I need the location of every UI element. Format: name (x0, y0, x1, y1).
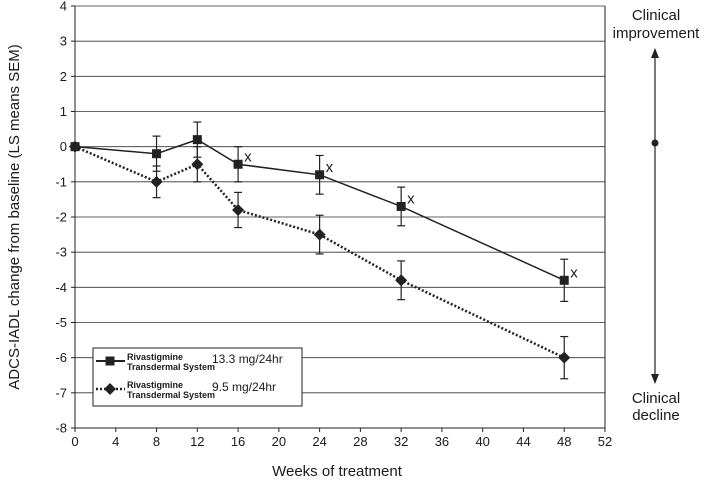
y-tick-labels: 4 3 2 1 0 -1 -2 -3 -4 -5 -6 -7 -8 (55, 0, 67, 436)
marker-diamond-s2-3 (232, 203, 245, 216)
x-tick-label-48: 48 (557, 434, 571, 449)
improvement-label-line1: Clinical (632, 7, 680, 24)
decline-label-line2: decline (632, 407, 680, 424)
x-tick-label-44: 44 (516, 434, 530, 449)
legend-series-1-dose: 13.3 mg/24hr (212, 352, 283, 366)
y-axis-title: ADCS-IADL change from baseline (LS means… (6, 44, 23, 389)
significance-mark-0: x (244, 148, 252, 165)
marker-square-s1-6 (559, 275, 569, 285)
marker-diamond-s2-5 (395, 274, 408, 287)
y-tick-label--4: -4 (55, 280, 67, 295)
marker-diamond-s2-2 (191, 158, 204, 171)
x-tick-labels: 0 4 8 12 16 20 24 28 32 36 40 44 48 52 (71, 434, 612, 449)
x-tick-label-4: 4 (112, 434, 119, 449)
legend-box (92, 347, 303, 407)
y-tick-label--6: -6 (55, 350, 67, 365)
y-tick-label-3: 3 (60, 34, 67, 49)
marker-diamond-s2-0 (69, 140, 81, 153)
significance-mark-3: x (570, 264, 578, 281)
marker-square-s1-5 (396, 201, 406, 211)
x-tick-label-36: 36 (435, 434, 449, 449)
marker-diamond-s2-4 (313, 228, 326, 241)
marker-diamond-s2-6 (558, 351, 571, 364)
y-tick-label--1: -1 (55, 174, 67, 189)
x-tick-label-16: 16 (231, 434, 245, 449)
arrow-center-dot (651, 139, 659, 147)
error-bars (152, 121, 569, 380)
clinical-direction-arrow: Clinical improvement Clinical decline (613, 7, 701, 424)
marker-diamond-s2-1 (150, 175, 163, 188)
y-tick-label-2: 2 (60, 69, 67, 84)
axes (71, 5, 606, 432)
x-tick-label-8: 8 (153, 434, 160, 449)
y-tick-label--5: -5 (55, 315, 67, 330)
y-tick-label-1: 1 (60, 104, 67, 119)
marker-square-s1-2 (192, 135, 202, 145)
x-tick-label-32: 32 (394, 434, 408, 449)
decline-label-line1: Clinical (632, 390, 680, 407)
legend-series-2-name-line2: Transdermal System (127, 390, 215, 400)
legend-marker-square (105, 356, 115, 366)
arrow-up-head-icon (651, 48, 659, 58)
y-tick-label--3: -3 (55, 245, 67, 260)
y-tick-label-4: 4 (60, 0, 67, 14)
legend-series-1-name-line1: Rivastigmine (127, 352, 183, 362)
y-tick-label--7: -7 (55, 385, 67, 400)
significance-annotations: x x x x (244, 148, 578, 281)
data-markers (69, 135, 571, 364)
x-tick-label-0: 0 (71, 434, 78, 449)
x-tick-label-24: 24 (312, 434, 326, 449)
x-tick-label-40: 40 (475, 434, 489, 449)
y-tick-label--2: -2 (55, 210, 67, 225)
marker-square-s1-1 (152, 149, 162, 159)
significance-mark-1: x (326, 159, 334, 176)
grid-lines (75, 5, 605, 394)
y-tick-label-0: 0 (60, 139, 67, 154)
x-tick-label-52: 52 (598, 434, 612, 449)
legend-series-2-name-line1: Rivastigmine (127, 380, 183, 390)
significance-mark-2: x (407, 190, 415, 207)
x-tick-label-12: 12 (190, 434, 204, 449)
legend-series-2-dose: 9.5 mg/24hr (212, 380, 276, 394)
arrow-down-head-icon (651, 374, 659, 384)
x-axis-title: Weeks of treatment (272, 463, 403, 480)
improvement-label-line2: improvement (613, 25, 701, 42)
y-tick-label--8: -8 (55, 421, 67, 436)
marker-square-s1-3 (233, 159, 243, 169)
marker-square-s1-4 (315, 170, 325, 180)
legend: Rivastigmine Transdermal System 13.3 mg/… (92, 347, 303, 407)
legend-series-1-name-line2: Transdermal System (127, 362, 215, 372)
x-tick-label-20: 20 (272, 434, 286, 449)
legend-marker-diamond (104, 383, 116, 395)
x-tick-label-28: 28 (353, 434, 367, 449)
